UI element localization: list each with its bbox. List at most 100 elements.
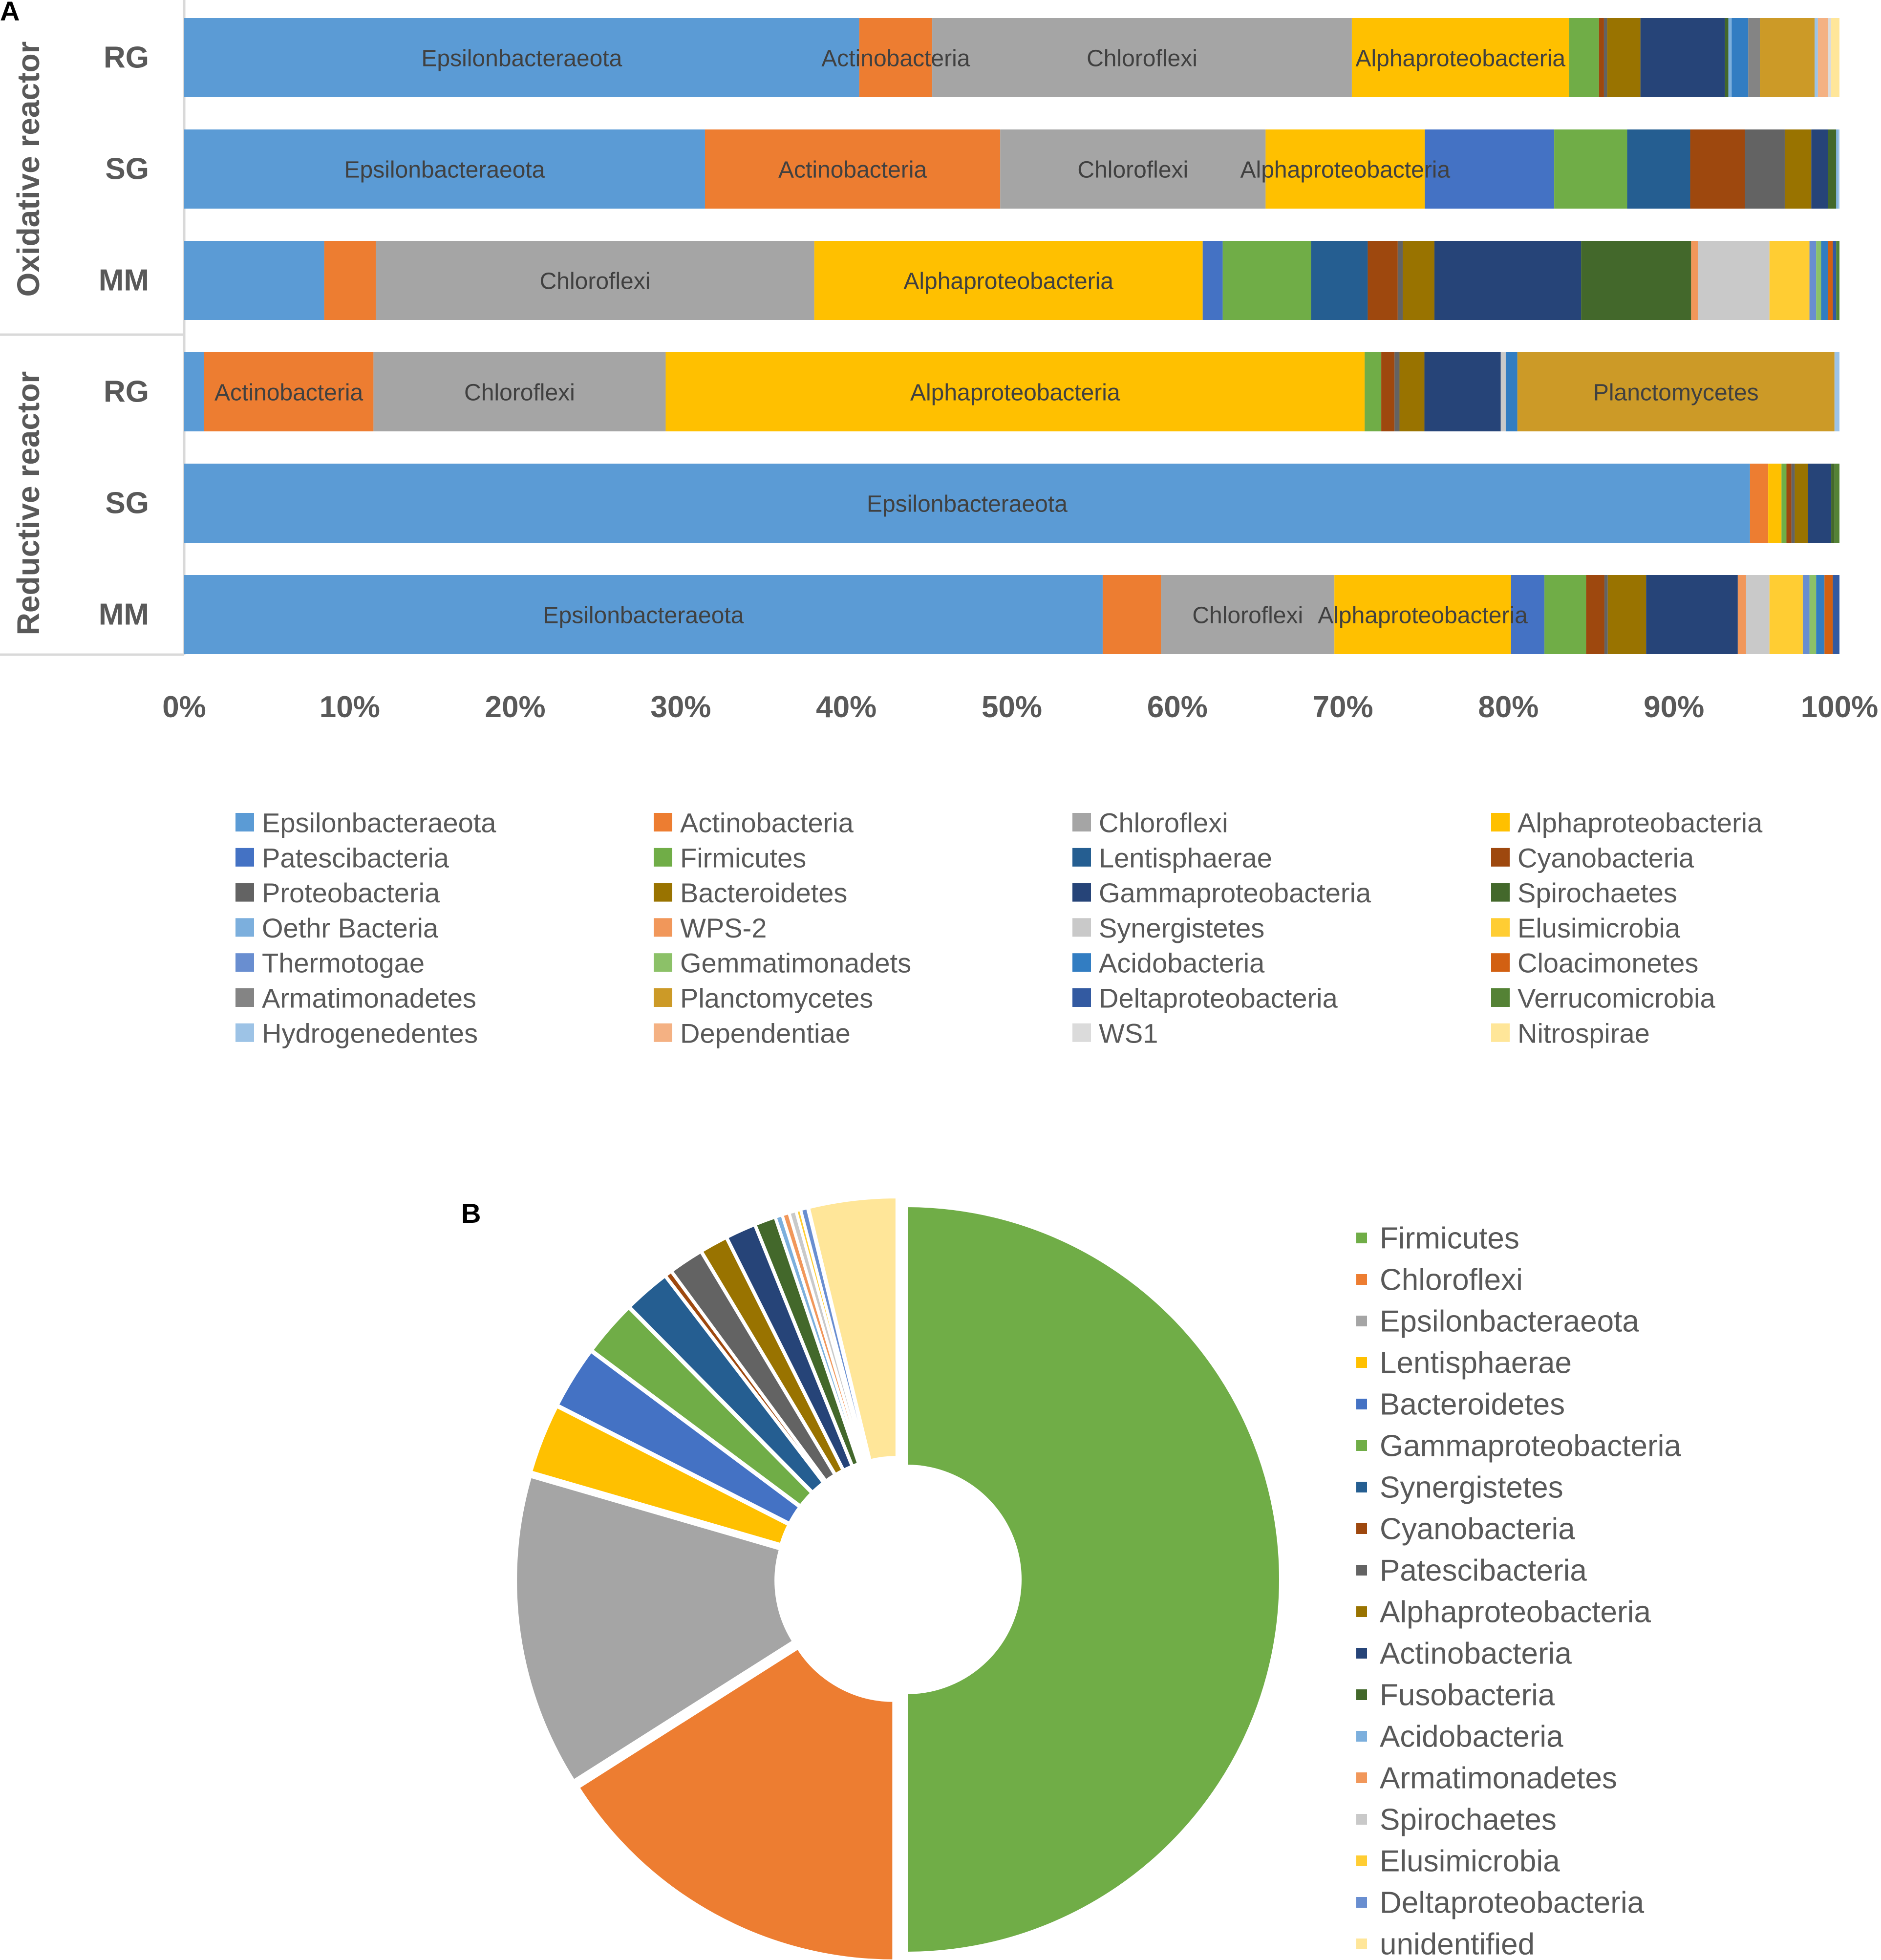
legend-label-epsilonbacteraeota: Epsilonbacteraeota bbox=[262, 808, 496, 838]
legend-swatch-actinobacteria bbox=[1356, 1648, 1367, 1659]
bar-segment-alphaproteobacteria bbox=[1334, 575, 1511, 654]
bar-6-mm bbox=[184, 575, 1839, 654]
legend-label-armatimonadetes: Armatimonadetes bbox=[262, 983, 476, 1014]
bar-segment-cyanobacteria bbox=[1586, 575, 1604, 654]
segment-label-alphaproteobacteria: Alphaproteobacteria bbox=[1355, 46, 1565, 72]
bar-segment-deltaproteobacteria bbox=[1833, 241, 1837, 320]
legend-label-alphaproteobacteria: Alphaproteobacteria bbox=[1518, 808, 1763, 838]
legend-swatch-armatimonadetes bbox=[1356, 1772, 1367, 1783]
bar-segment-actinobacteria bbox=[1102, 575, 1161, 654]
legend-swatch-hydrogenedentes bbox=[235, 1023, 254, 1042]
bar-segment-acidobacteria bbox=[1505, 352, 1518, 431]
x-tick-label: 0% bbox=[162, 690, 206, 724]
bar-segment-elusimicrobia bbox=[1769, 575, 1803, 654]
bar-segment-epsilonbacteraeota bbox=[184, 129, 705, 209]
legend-swatch-oethr-bacteria bbox=[235, 918, 254, 937]
legend-label-nitrospirae: Nitrospirae bbox=[1518, 1018, 1650, 1048]
segment-label-planctomycetes: Planctomycetes bbox=[1593, 380, 1759, 406]
legend-label-oethr-bacteria: Oethr Bacteria bbox=[262, 913, 439, 943]
bar-segment-epsilonbacteraeota bbox=[184, 18, 859, 97]
legend-label-planctomycetes: Planctomycetes bbox=[680, 983, 873, 1014]
legend-swatch-chloroflexi bbox=[1356, 1274, 1367, 1285]
segment-label-actinobacteria: Actinobacteria bbox=[821, 46, 970, 72]
bar-segment-acidobacteria bbox=[1816, 575, 1825, 654]
bar-segment-alphaproteobacteria bbox=[1351, 18, 1569, 97]
legend-swatch-patescibacteria bbox=[235, 848, 254, 867]
category-label-sg: SG bbox=[105, 152, 149, 186]
segment-label-chloroflexi: Chloroflexi bbox=[1087, 46, 1197, 72]
bar-segment-proteobacteria bbox=[1604, 575, 1608, 654]
category-label-sg: SG bbox=[105, 487, 149, 520]
x-tick-label: 80% bbox=[1478, 690, 1539, 724]
legend-label-spirochaetes: Spirochaetes bbox=[1518, 877, 1677, 908]
bar-segment-epsilonbacteraeota bbox=[184, 575, 1103, 654]
bar-segment-bacteroidetes bbox=[1403, 241, 1434, 320]
x-tick-label: 20% bbox=[485, 690, 546, 724]
legend-label-gammaproteobacteria: Gammaproteobacteria bbox=[1380, 1429, 1681, 1463]
bar-segment-alphaproteobacteria bbox=[1768, 464, 1782, 543]
legend-swatch-thermotogae bbox=[235, 953, 254, 972]
bar-segment-lentisphaerae bbox=[1311, 241, 1368, 320]
bar-segment-firmicutes bbox=[1569, 18, 1599, 97]
bar-segment-epsilonbacteraeota bbox=[184, 241, 324, 320]
legend-swatch-alphaproteobacteria bbox=[1491, 813, 1510, 831]
bar-segment-chloroflexi bbox=[1000, 129, 1266, 209]
category-label-mm: MM bbox=[99, 598, 149, 632]
bar-segment-gemmatimonadets bbox=[1809, 575, 1817, 654]
legend-label-proteobacteria: Proteobacteria bbox=[262, 877, 440, 908]
panel-label-a: A bbox=[0, 0, 20, 26]
bar-5-sg bbox=[184, 464, 1839, 543]
legend-swatch-proteobacteria bbox=[235, 883, 254, 902]
bar-segment-synergistetes bbox=[1500, 352, 1506, 431]
x-tick-label: 50% bbox=[982, 690, 1042, 724]
donut-slice-epsilonbacteraeota bbox=[514, 1474, 796, 1783]
segment-label-alphaproteobacteria: Alphaproteobacteria bbox=[1318, 603, 1528, 629]
bar-segment-firmicutes bbox=[1781, 464, 1787, 543]
legend-swatch-verrucomicrobia bbox=[1491, 988, 1510, 1007]
bar-1-rg bbox=[184, 18, 1839, 97]
donut-slice-unidentified bbox=[807, 1195, 898, 1463]
segment-label-chloroflexi: Chloroflexi bbox=[464, 380, 575, 406]
bar-segment-firmicutes bbox=[1365, 352, 1382, 431]
bar-segment-actinobacteria bbox=[1750, 464, 1769, 543]
bar-segment-cyanobacteria bbox=[1368, 241, 1398, 320]
legend-label-armatimonadetes: Armatimonadetes bbox=[1380, 1762, 1617, 1795]
legend-label-firmicutes: Firmicutes bbox=[680, 842, 806, 873]
x-tick-label: 90% bbox=[1644, 690, 1704, 724]
bar-segment-spirochaetes bbox=[1828, 129, 1837, 209]
stacked-bar-chart: Oxidative reactor Reductive reactor RG SG MM… bbox=[0, 0, 1878, 1048]
bar-segment-ws1 bbox=[1828, 18, 1832, 97]
bar-segment-thermotogae bbox=[1809, 241, 1817, 320]
bar-segment-bacteroidetes bbox=[1795, 464, 1808, 543]
legend-label-unidentified: unidentified bbox=[1380, 1928, 1535, 1960]
bar-segment-verrucomicrobia bbox=[1834, 464, 1839, 543]
legend-swatch-gemmatimonadets bbox=[654, 953, 672, 972]
legend-swatch-firmicutes bbox=[654, 848, 672, 867]
category-label-rg: RG bbox=[104, 41, 149, 75]
bar-2-sg bbox=[184, 129, 1839, 209]
bar-segment-firmicutes bbox=[1554, 129, 1627, 209]
legend-label-verrucomicrobia: Verrucomicrobia bbox=[1518, 983, 1715, 1014]
bar-segment-spirochaetes bbox=[1831, 464, 1835, 543]
bar-segment-patescibacteria bbox=[1511, 575, 1545, 654]
x-tick-label: 30% bbox=[650, 690, 711, 724]
legend-swatch-spirochaetes bbox=[1491, 883, 1510, 902]
legend-swatch-wps-2 bbox=[654, 918, 672, 937]
bar-segment-bacteroidetes bbox=[1784, 129, 1812, 209]
category-label-rg: RG bbox=[104, 375, 149, 409]
legend-swatch-elusimicrobia bbox=[1491, 918, 1510, 937]
bar-segment-verrucomicrobia bbox=[1836, 241, 1839, 320]
bar-segment-gammaproteobacteria bbox=[1808, 464, 1832, 543]
legend-swatch-ws1 bbox=[1072, 1023, 1091, 1042]
legend-swatch-bacteroidetes bbox=[654, 883, 672, 902]
legend-label-thermotogae: Thermotogae bbox=[262, 948, 425, 979]
legend-label-hydrogenedentes: Hydrogenedentes bbox=[262, 1018, 478, 1048]
legend-label-acidobacteria: Acidobacteria bbox=[1099, 948, 1265, 979]
legend-label-synergistetes: Synergistetes bbox=[1099, 913, 1264, 943]
x-tick-label: 10% bbox=[320, 690, 380, 724]
bar-segment-deltaproteobacteria bbox=[1833, 575, 1839, 654]
legend-swatch-alphaproteobacteria bbox=[1356, 1606, 1367, 1617]
donut-slice-lentisphaerae bbox=[529, 1405, 791, 1547]
bar-segment-gammaproteobacteria bbox=[1646, 575, 1738, 654]
bar-segment-proteobacteria bbox=[1745, 129, 1785, 209]
